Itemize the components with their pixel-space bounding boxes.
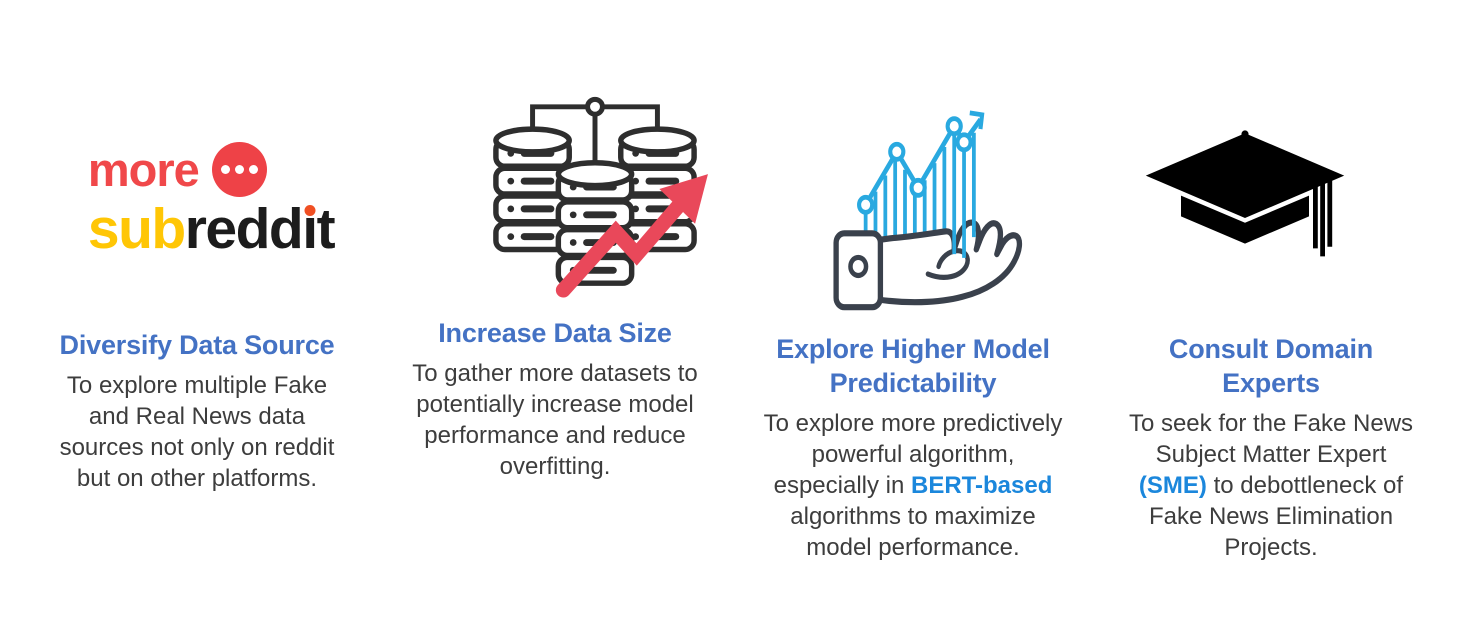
i-dot-icon <box>304 205 316 217</box>
highlighted-term: (SME) <box>1138 472 1207 499</box>
card-title: Diversify Data Source <box>59 330 335 360</box>
logo-line-more: more <box>88 141 267 197</box>
hand-outline <box>875 219 1022 306</box>
chart-bars-front <box>951 129 976 258</box>
body-text-segment: To seek for the Fake News Subject Matter… <box>1128 410 1414 468</box>
card-title: Increase Data Size <box>438 318 672 348</box>
card-diversify-data-source: more subreddı t Diversify Data Source To … <box>18 84 376 563</box>
body-text-segment: algorithms to maximize model performance… <box>790 503 1036 561</box>
card-icon-box: more subreddı t <box>18 84 376 316</box>
card-title: Consult Domain Experts <box>1168 334 1374 398</box>
card-body: To explore multiple Fake and Real News d… <box>60 370 335 494</box>
card-consult-domain-experts: Consult Domain Experts To seek for the F… <box>1092 84 1450 563</box>
cap-base <box>1181 195 1309 244</box>
cuff-button <box>847 254 868 279</box>
more-subreddit-logo: more subreddı t <box>87 141 336 262</box>
body-text-segment: to debottleneck of Fake News Elimination… <box>1148 472 1404 561</box>
mortarboard-button <box>1241 130 1249 138</box>
card-icon-box <box>734 84 1092 320</box>
ellipsis-circle-icon <box>211 141 267 197</box>
logo-redd-text: redd <box>184 197 304 262</box>
growth-arrow-icon <box>555 174 708 298</box>
logo-t-text: t <box>316 197 336 262</box>
card-title: Explore Higher Model Predictability <box>776 334 1050 398</box>
card-body: To explore more predictively powerful al… <box>764 408 1063 563</box>
body-text-segment: To explore multiple Fake and Real News d… <box>59 372 335 492</box>
graduation-cap-icon <box>1145 130 1345 257</box>
logo-sub-text: sub <box>87 197 186 262</box>
card-increase-data-size: Increase Data Size To gather more datase… <box>376 84 734 563</box>
db-stack-left <box>496 126 569 249</box>
card-icon-box <box>1092 84 1450 320</box>
db-stack-front <box>555 160 635 283</box>
chart-nodes <box>856 116 973 215</box>
highlighted-term: BERT-based <box>911 472 1053 499</box>
logo-more-text: more <box>87 142 200 196</box>
logo-i-letter: ı <box>302 197 318 262</box>
recommendation-cards-row: more subreddı t Diversify Data Source To … <box>18 84 1450 563</box>
body-text-segment: To gather more datasets to potentially i… <box>412 360 698 480</box>
tassel <box>1313 179 1333 257</box>
card-body: To seek for the Fake News Subject Matter… <box>1129 408 1413 563</box>
card-body: To gather more datasets to potentially i… <box>412 358 698 482</box>
card-icon-box <box>376 84 734 304</box>
database-growth-icon <box>471 96 708 298</box>
chart-arrowhead <box>969 110 984 130</box>
hand-growth-chart-icon <box>832 110 1022 311</box>
mortarboard-top <box>1145 133 1345 218</box>
logo-line-subreddit: subreddı t <box>87 197 336 262</box>
db-stack-right <box>618 126 694 249</box>
body-text-segment: To explore more predictively powerful al… <box>763 410 1063 499</box>
card-explore-higher-model-predictability: Explore Higher Model Predictability To e… <box>734 84 1092 563</box>
